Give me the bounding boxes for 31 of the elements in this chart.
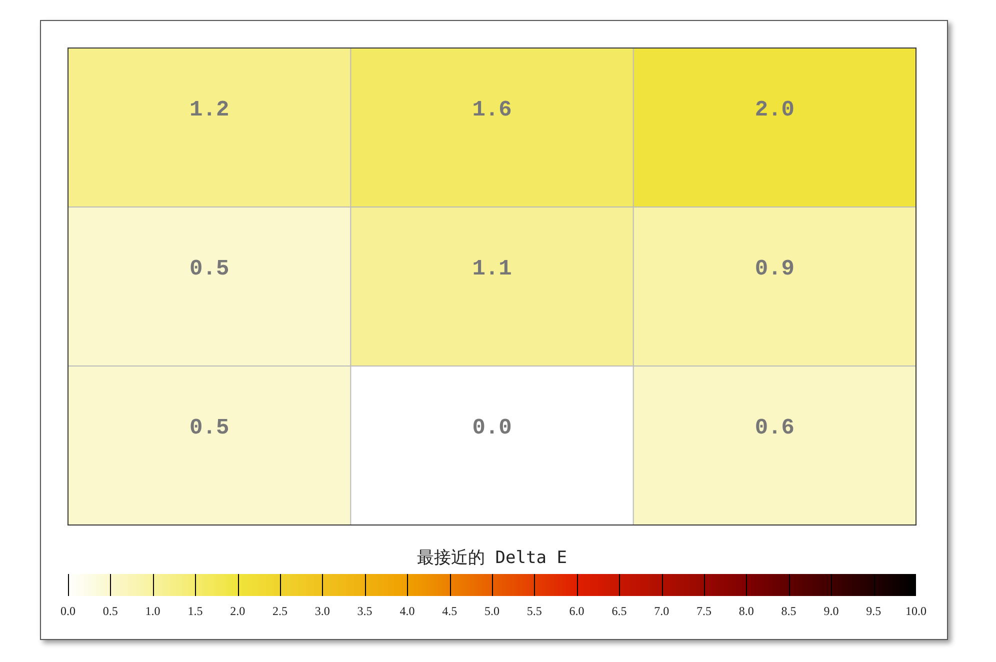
data-label: 2.0	[754, 98, 794, 123]
data-label: 1.2	[190, 98, 230, 123]
color-bar-label: 5.0	[484, 604, 500, 619]
data-label: 1.1	[472, 256, 512, 282]
color-bar-label: 8.5	[781, 604, 796, 619]
color-bar-label: 6.0	[569, 604, 584, 619]
color-bar-label: 1.5	[188, 604, 203, 619]
color-bar-label: 3.5	[357, 604, 372, 619]
color-bar-label: 4.0	[400, 604, 415, 619]
color-bar-label: 7.0	[654, 604, 670, 619]
color-bar-label: 9.0	[824, 604, 839, 619]
data-label: 0.5	[190, 416, 230, 441]
data-label: 1.6	[472, 98, 512, 123]
color-bar-label: 6.5	[612, 604, 627, 619]
data-label: 0.5	[190, 256, 230, 282]
color-bar-label: 9.5	[866, 604, 882, 619]
color-bar-label: 3.0	[314, 604, 330, 619]
data-label: 0.6	[754, 416, 794, 441]
data-label: 0.9	[754, 256, 794, 282]
color-bar-label: 0.5	[102, 604, 118, 619]
color-bar-label: 8.0	[738, 604, 754, 619]
color-bar-label: 0.0	[60, 604, 76, 619]
color-bar-label: 10.0	[906, 604, 926, 619]
color-bar-label: 7.5	[696, 604, 712, 619]
color-bar-label: 2.5	[272, 604, 288, 619]
data-label: 0.0	[472, 416, 512, 441]
color-bar-label: 1.0	[145, 604, 160, 619]
color-bar-label: 5.5	[526, 604, 542, 619]
color-bar-title: 最接近的 Delta E	[416, 547, 568, 569]
color-bar-label: 2.0	[230, 604, 246, 619]
color-bar-label: 4.5	[442, 604, 458, 619]
